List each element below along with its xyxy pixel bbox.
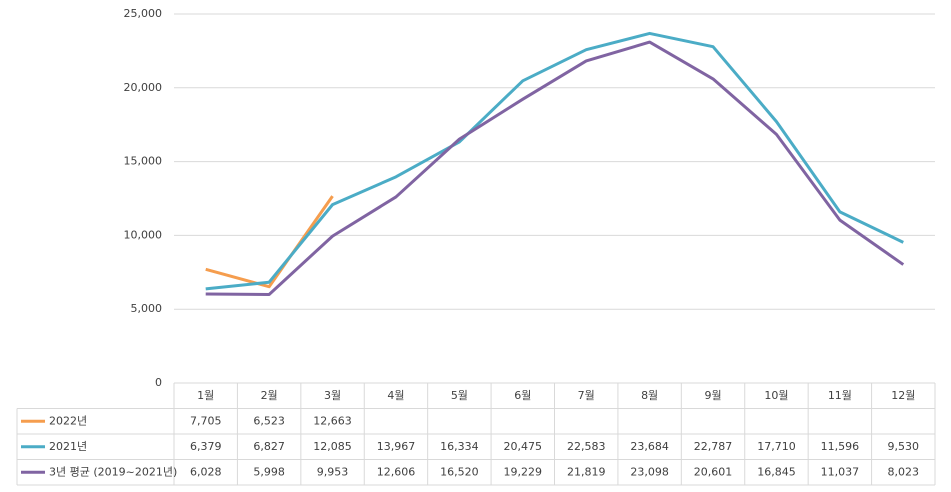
legend-label: 2022년 [49, 414, 87, 427]
x-tick-label: 12월 [891, 389, 915, 402]
x-tick-label: 4월 [387, 389, 404, 402]
data-label: 12,085 [313, 440, 352, 453]
data-label: 16,845 [757, 465, 796, 478]
y-tick-label: 15,000 [124, 155, 163, 168]
x-tick-label: 9월 [704, 389, 721, 402]
data-label: 21,819 [567, 465, 606, 478]
data-label: 6,827 [253, 440, 285, 453]
y-tick-label: 20,000 [124, 81, 163, 94]
data-label: 11,037 [821, 465, 860, 478]
data-label: 19,229 [504, 465, 543, 478]
y-tick-label: 25,000 [124, 7, 163, 20]
x-tick-label: 5월 [451, 389, 468, 402]
x-tick-label: 2월 [261, 389, 278, 402]
legend-label: 3년 평균 (2019~2021년) [49, 465, 177, 478]
data-label: 12,663 [313, 414, 352, 427]
data-label: 16,334 [440, 440, 479, 453]
data-label: 20,601 [694, 465, 733, 478]
y-tick-label: 0 [155, 376, 162, 389]
x-tick-label: 8월 [641, 389, 658, 402]
data-label: 8,023 [888, 465, 920, 478]
data-label: 16,520 [440, 465, 479, 478]
data-label: 23,098 [630, 465, 669, 478]
data-label: 22,583 [567, 440, 606, 453]
data-label: 9,953 [317, 465, 349, 478]
x-tick-label: 3월 [324, 389, 341, 402]
data-label: 13,967 [377, 440, 416, 453]
data-label: 17,710 [757, 440, 796, 453]
x-tick-label: 6월 [514, 389, 531, 402]
legend-label: 2021년 [49, 440, 87, 453]
x-tick-label: 1월 [197, 389, 214, 402]
data-label: 5,998 [253, 465, 285, 478]
y-tick-label: 5,000 [131, 302, 163, 315]
series-line [205, 31, 904, 291]
data-label: 6,028 [190, 465, 222, 478]
data-label: 7,705 [190, 414, 222, 427]
data-label: 6,523 [253, 414, 285, 427]
data-label: 6,379 [190, 440, 222, 453]
data-label: 9,530 [888, 440, 920, 453]
x-tick-label: 11월 [828, 389, 852, 402]
series-line [205, 40, 905, 296]
x-tick-label: 10월 [764, 389, 788, 402]
data-label: 23,684 [630, 440, 669, 453]
data-label: 11,596 [821, 440, 860, 453]
data-label: 22,787 [694, 440, 733, 453]
series-line [205, 195, 334, 289]
x-tick-label: 7월 [578, 389, 595, 402]
data-label: 20,475 [504, 440, 543, 453]
y-tick-label: 10,000 [124, 228, 163, 241]
data-label: 12,606 [377, 465, 416, 478]
